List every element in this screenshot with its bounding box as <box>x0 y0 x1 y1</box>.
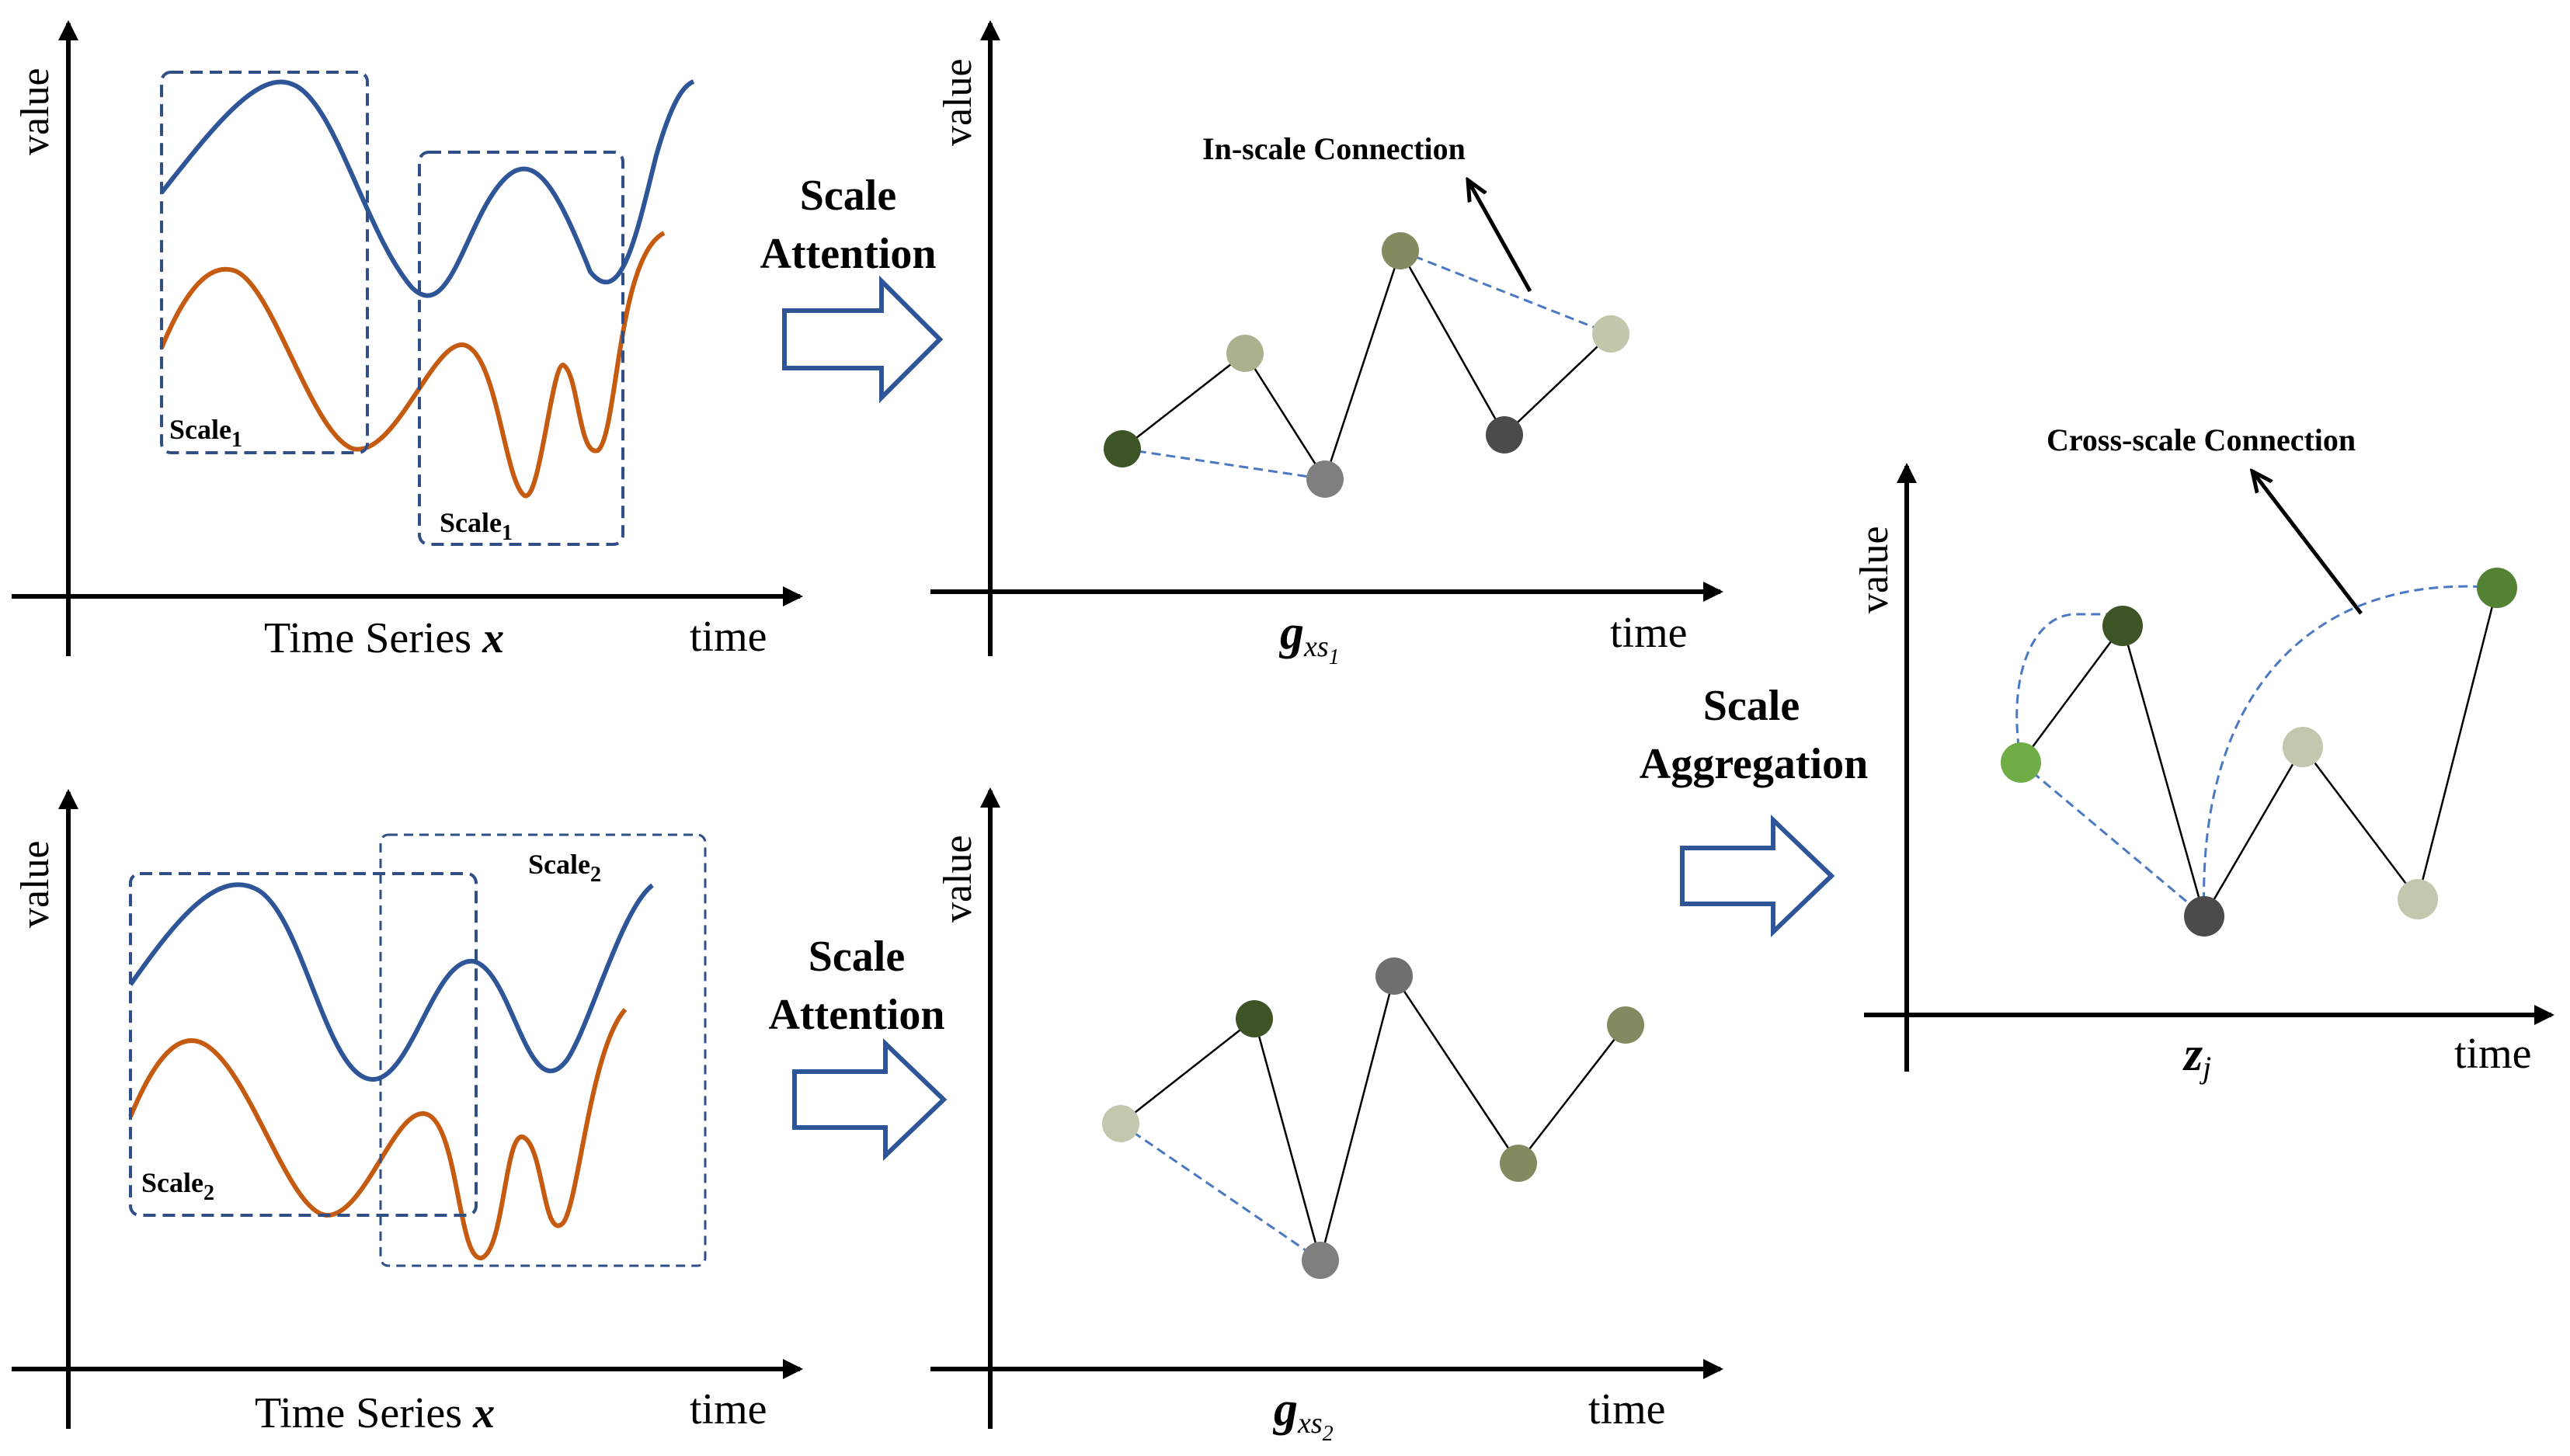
arrow-label-line2: Attention <box>768 991 944 1039</box>
graph-node <box>1306 460 1344 498</box>
scale-label-b: Scale1 <box>440 507 513 545</box>
graph-node <box>2398 879 2438 919</box>
graph-caption: gxs2 <box>1272 1383 1334 1446</box>
x-axis-label: time <box>1588 1385 1666 1433</box>
graph-node <box>1104 430 1141 467</box>
graph-node <box>1500 1145 1537 1182</box>
panel-time-series-1: value time Time Series x Scale1 Scale1 <box>12 20 803 662</box>
x-axis-label: time <box>1610 609 1688 657</box>
graph-node <box>2283 727 2323 767</box>
graph-node <box>1302 1242 1339 1279</box>
arrow-label-line1: Scale <box>1703 682 1800 730</box>
panel-caption: Time Series x <box>264 614 504 662</box>
graph-edge <box>1393 975 1520 1164</box>
arrow-label-line2: Aggregation <box>1640 740 1869 788</box>
x-axis-label: time <box>690 1385 767 1433</box>
graph-node <box>1102 1105 1139 1142</box>
graph-edge <box>2302 746 2419 900</box>
arrow-label-line1: Scale <box>809 933 905 981</box>
graph-caption: zj <box>2182 1028 2211 1085</box>
scale-attention-arrow-bottom: Scale Attention <box>768 933 948 1162</box>
scale-window-a <box>129 872 478 1217</box>
graph-edge <box>2203 746 2304 917</box>
orange-series-curve <box>159 231 666 499</box>
scale-window-b <box>418 151 624 546</box>
graph-node <box>1382 232 1419 269</box>
cross-scale-connection-label: Cross-scale Connection <box>2047 422 2356 457</box>
graph-g2 <box>1102 957 1644 1279</box>
dashed-curved-connection <box>2015 613 2123 763</box>
dashed-curved-connection <box>2203 585 2498 917</box>
graph-edge <box>1319 975 1396 1261</box>
block-arrow-shape <box>1680 814 1835 938</box>
graph-node <box>2477 568 2517 608</box>
arrow-label-line2: Attention <box>760 230 936 278</box>
block-arrow-shape <box>792 1037 948 1162</box>
graph-edge <box>1120 1018 1255 1124</box>
blue-series-curve <box>128 882 654 1082</box>
block-arrow-shape <box>782 275 944 404</box>
graph-node <box>1592 315 1629 353</box>
dashed-connection <box>2020 761 2205 918</box>
y-axis-label: value <box>936 58 980 146</box>
graph-node <box>2001 742 2041 783</box>
graph-edge <box>1253 1018 1322 1261</box>
scale-attention-arrow-top: Scale Attention <box>760 172 944 404</box>
panel-caption: Time Series x <box>255 1389 495 1437</box>
y-axis-label: value <box>13 68 57 155</box>
y-axis-label: value <box>1852 526 1897 613</box>
x-axis-label: time <box>690 613 767 661</box>
arrow-label-line1: Scale <box>800 172 896 220</box>
x-axis-label: time <box>2454 1030 2532 1078</box>
graph-edge <box>1518 1024 1626 1164</box>
scale-window-b <box>379 833 707 1267</box>
scale-label-b: Scale2 <box>528 849 601 887</box>
dashed-connection <box>1120 1122 1321 1262</box>
in-scale-connection-label: In-scale Connection <box>1202 131 1466 166</box>
graph-caption: gxs1 <box>1278 606 1340 669</box>
graph-node <box>1236 1000 1273 1037</box>
graph-node <box>1375 957 1413 995</box>
graph-edge <box>1399 250 1506 436</box>
y-axis-label: value <box>936 835 980 923</box>
dashed-connection <box>1400 249 1612 335</box>
scale-window-a <box>160 71 369 454</box>
graph-edge <box>2416 587 2499 900</box>
panel-graph-g2: value time gxs2 <box>930 787 1723 1446</box>
graph-node <box>2102 606 2143 646</box>
orange-series-curve <box>128 1007 628 1260</box>
graph-edge <box>2019 625 2124 763</box>
panel-time-series-2: value time Time Series x Scale2 Scale2 <box>12 789 803 1437</box>
dashed-connection <box>1122 447 1326 481</box>
graph-z <box>2001 568 2517 936</box>
panel-graph-z: value time zj Cross-scale Connection <box>1852 422 2554 1085</box>
graph-edge <box>1122 353 1246 450</box>
graph-g1 <box>1104 232 1629 498</box>
in-scale-connection-pointer <box>1468 180 1532 293</box>
blue-series-curve <box>159 79 695 298</box>
graph-node <box>2184 896 2224 936</box>
graph-node <box>1607 1006 1644 1044</box>
graph-node <box>1486 416 1523 453</box>
graph-node <box>1226 335 1264 372</box>
graph-edge <box>1504 333 1612 436</box>
y-axis-label: value <box>13 840 57 928</box>
scale-aggregation-arrow: Scale Aggregation <box>1640 682 1869 938</box>
cross-scale-connection-pointer <box>2252 471 2363 615</box>
scale-label-a: Scale1 <box>169 414 242 452</box>
graph-edge <box>2121 625 2206 917</box>
panel-graph-g1: value time gxs1 In-scale Connection <box>930 20 1723 669</box>
graph-edge <box>1243 353 1327 480</box>
scale-label-a: Scale2 <box>141 1167 214 1205</box>
graph-edge <box>1323 250 1402 480</box>
